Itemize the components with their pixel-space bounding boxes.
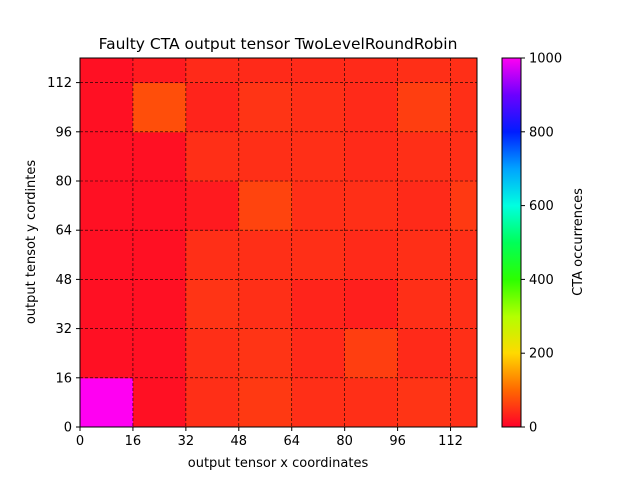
heatmap-cell [132, 377, 187, 428]
heatmap-cell [132, 230, 187, 280]
x-tick-label: 0 [76, 434, 84, 449]
heatmap-cell [397, 377, 452, 428]
colorbar-tick-label: 0 [529, 421, 537, 436]
heatmap-cell [238, 181, 293, 231]
colorbar-ticks: 0 200 400 600 800 1000 [521, 52, 562, 436]
x-tick-label: 64 [283, 434, 300, 449]
colorbar-label: CTA occurrences [571, 188, 586, 296]
heatmap-cell [80, 181, 134, 231]
heatmap-cell [185, 58, 240, 84]
heatmap-cell [80, 58, 134, 84]
heatmap-cell [450, 131, 478, 182]
y-tick-label: 32 [55, 322, 72, 337]
heatmap-cell [291, 131, 346, 182]
heatmap-cell [291, 82, 346, 133]
heatmap-cell [238, 131, 293, 182]
heatmap-cell [450, 230, 478, 280]
heatmap-cell [344, 230, 399, 280]
chart-title: Faulty CTA output tensor TwoLevelRoundRo… [99, 35, 458, 53]
heatmap-cell [450, 58, 478, 84]
heatmap-cell [344, 131, 399, 182]
y-tick-label: 96 [55, 125, 72, 140]
heatmap-cell [238, 328, 293, 379]
heatmap-cell [132, 181, 187, 231]
colorbar-tick-label: 800 [529, 125, 554, 140]
heatmap-cell [397, 181, 452, 231]
heatmap-cell [185, 131, 240, 182]
y-tick-label: 48 [55, 273, 72, 288]
y-tick-label: 16 [55, 371, 72, 386]
heatmap-cell [291, 58, 346, 84]
heatmap-cell [450, 377, 478, 428]
heatmap-cell [185, 230, 240, 280]
heatmap-cell [344, 377, 399, 428]
heatmap-cell [185, 181, 240, 231]
x-tick-label: 96 [389, 434, 406, 449]
x-tick-label: 112 [438, 434, 463, 449]
heatmap-cell [450, 279, 478, 330]
heatmap-cell [450, 328, 478, 379]
x-axis-label: output tensor x coordinates [188, 456, 369, 471]
heatmap-cell [80, 279, 134, 330]
heatmap-cell [397, 82, 452, 133]
heatmap-cell [450, 181, 478, 231]
heatmap-cell [344, 82, 399, 133]
heatmap-cell [80, 328, 134, 379]
heatmap-cell [291, 230, 346, 280]
colorbar-tick-label: 200 [529, 347, 554, 362]
heatmap-cell [238, 58, 293, 84]
heatmap-cell [185, 279, 240, 330]
colorbar-tick-label: 600 [529, 199, 554, 214]
y-tick-label: 112 [47, 76, 72, 91]
heatmap-cell [450, 82, 478, 133]
heatmap-cell [397, 230, 452, 280]
heatmap-cell [238, 377, 293, 428]
heatmap-cell [397, 58, 452, 84]
y-tick-label: 0 [64, 421, 72, 436]
x-tick-label: 48 [231, 434, 248, 449]
heatmap-cell [80, 82, 134, 133]
x-tick-label: 80 [336, 434, 353, 449]
heatmap-cell [185, 82, 240, 133]
heatmap-cell [185, 377, 240, 428]
x-tick-label: 32 [178, 434, 195, 449]
heatmap-cell [132, 82, 187, 133]
heatmap-cell [344, 181, 399, 231]
x-axis-ticks: 0 16 32 48 64 80 96 112 [76, 427, 463, 449]
heatmap-cell [80, 377, 134, 428]
heatmap-cell [344, 328, 399, 379]
heatmap-cell [291, 328, 346, 379]
heatmap-cell [132, 131, 187, 182]
heatmap-cell [291, 279, 346, 330]
y-tick-label: 64 [55, 224, 72, 239]
heatmap-cell [291, 181, 346, 231]
heatmap-cell [132, 328, 187, 379]
heatmap-cell [238, 279, 293, 330]
y-axis-ticks: 0 16 32 48 64 80 96 112 [47, 76, 80, 436]
heatmap-cell [344, 279, 399, 330]
heatmap-cell [80, 131, 134, 182]
heatmap-cell [238, 230, 293, 280]
colorbar-tick-label: 1000 [529, 52, 562, 67]
plot-frame [79, 57, 478, 428]
heatmap-cell [291, 377, 346, 428]
heatmap-cell [185, 328, 240, 379]
heatmap-cell [344, 58, 399, 84]
heatmap-cell [80, 230, 134, 280]
heatmap-cell [132, 58, 187, 84]
heatmap-cell [132, 279, 187, 330]
heatmap-cell [238, 82, 293, 133]
y-tick-label: 80 [55, 175, 72, 190]
colorbar [501, 57, 522, 428]
heatmap-cells [80, 58, 478, 428]
heatmap-cell [397, 131, 452, 182]
heatmap-cell [397, 279, 452, 330]
y-axis-label: output tensot y cordintes [24, 160, 39, 325]
colorbar-tick-label: 400 [529, 273, 554, 288]
x-tick-label: 16 [125, 434, 142, 449]
heatmap-cell [397, 328, 452, 379]
